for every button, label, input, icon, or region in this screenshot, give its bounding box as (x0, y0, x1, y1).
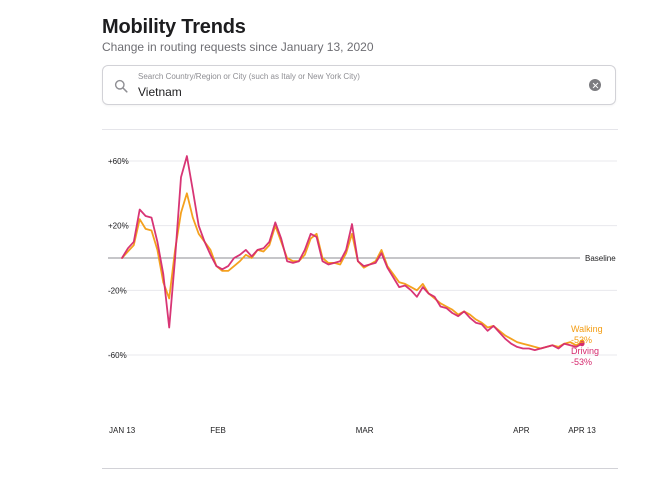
y-tick-label: +20% (108, 222, 129, 231)
series-end-value-label: -52% (571, 335, 592, 345)
x-tick-label: MAR (356, 426, 374, 435)
x-tick-label: APR 13 (568, 426, 596, 435)
clear-icon[interactable] (589, 79, 601, 91)
series-end-value-label: -53% (571, 357, 592, 367)
y-tick-label: +60% (108, 157, 129, 166)
search-placeholder: Search Country/Region or City (such as I… (138, 72, 360, 81)
chart-bottom-divider (102, 468, 618, 469)
series-line-driving (121, 155, 583, 352)
page-title: Mobility Trends (102, 16, 246, 38)
series-line-walking (121, 192, 583, 350)
y-tick-label: -20% (108, 286, 127, 295)
search-box[interactable]: Search Country/Region or City (such as I… (102, 65, 616, 105)
chart-top-divider (102, 129, 618, 130)
series-end-marker-driving (579, 341, 585, 347)
x-tick-label: JAN 13 (109, 426, 136, 435)
series-name-label: Walking (571, 324, 603, 334)
x-tick-label: APR (513, 426, 530, 435)
y-tick-label: -60% (108, 351, 127, 360)
search-input[interactable]: Vietnam (138, 85, 182, 99)
baseline-label: Baseline (585, 254, 616, 263)
search-icon (114, 79, 128, 93)
x-tick-label: FEB (210, 426, 226, 435)
series-name-label: Driving (571, 346, 599, 356)
page-subtitle: Change in routing requests since January… (102, 40, 374, 54)
